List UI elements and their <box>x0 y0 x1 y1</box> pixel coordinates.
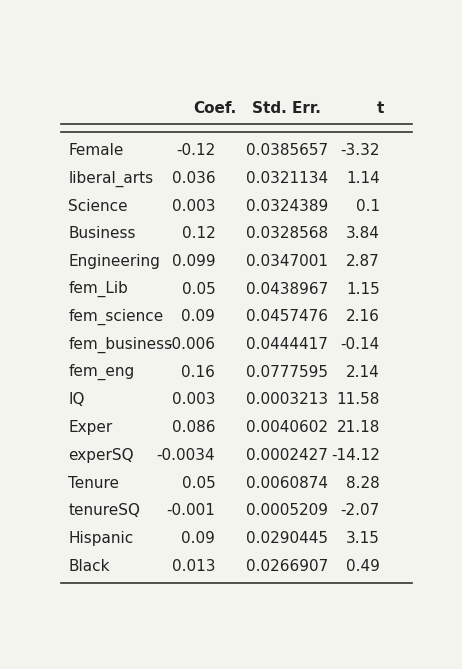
Text: tenureSQ: tenureSQ <box>68 503 140 518</box>
Text: 0.1: 0.1 <box>356 199 380 213</box>
Text: fem_Lib: fem_Lib <box>68 281 128 297</box>
Text: Coef.: Coef. <box>194 101 237 116</box>
Text: 2.16: 2.16 <box>346 310 380 324</box>
Text: IQ: IQ <box>68 393 85 407</box>
Text: 0.0005209: 0.0005209 <box>246 503 328 518</box>
Text: -2.07: -2.07 <box>341 503 380 518</box>
Text: Exper: Exper <box>68 420 113 435</box>
Text: 0.0003213: 0.0003213 <box>246 393 328 407</box>
Text: Business: Business <box>68 226 136 242</box>
Text: 11.58: 11.58 <box>337 393 380 407</box>
Text: -3.32: -3.32 <box>340 143 380 159</box>
Text: 0.05: 0.05 <box>182 476 215 490</box>
Text: 1.15: 1.15 <box>346 282 380 297</box>
Text: 3.84: 3.84 <box>346 226 380 242</box>
Text: 0.0777595: 0.0777595 <box>246 365 328 380</box>
Text: 0.0324389: 0.0324389 <box>246 199 328 213</box>
Text: 0.12: 0.12 <box>182 226 215 242</box>
Text: 0.16: 0.16 <box>182 365 215 380</box>
Text: 0.0457476: 0.0457476 <box>246 310 328 324</box>
Text: 0.0438967: 0.0438967 <box>246 282 328 297</box>
Text: 0.003: 0.003 <box>172 199 215 213</box>
Text: -0.0034: -0.0034 <box>157 448 215 463</box>
Text: 8.28: 8.28 <box>346 476 380 490</box>
Text: Tenure: Tenure <box>68 476 120 490</box>
Text: 0.05: 0.05 <box>182 282 215 297</box>
Text: 21.18: 21.18 <box>337 420 380 435</box>
Text: fem_business: fem_business <box>68 337 173 353</box>
Text: experSQ: experSQ <box>68 448 134 463</box>
Text: 0.0060874: 0.0060874 <box>246 476 328 490</box>
Text: 0.099: 0.099 <box>172 254 215 269</box>
Text: -0.001: -0.001 <box>166 503 215 518</box>
Text: 0.0002427: 0.0002427 <box>246 448 328 463</box>
Text: Std. Err.: Std. Err. <box>252 101 322 116</box>
Text: 0.0321134: 0.0321134 <box>246 171 328 186</box>
Text: 2.87: 2.87 <box>346 254 380 269</box>
Text: 0.003: 0.003 <box>172 393 215 407</box>
Text: 0.09: 0.09 <box>182 310 215 324</box>
Text: 0.0266907: 0.0266907 <box>246 559 328 573</box>
Text: Engineering: Engineering <box>68 254 160 269</box>
Text: 0.0347001: 0.0347001 <box>246 254 328 269</box>
Text: Black: Black <box>68 559 110 573</box>
Text: fem_eng: fem_eng <box>68 364 135 381</box>
Text: -0.14: -0.14 <box>341 337 380 352</box>
Text: 3.15: 3.15 <box>346 531 380 546</box>
Text: 0.036: 0.036 <box>172 171 215 186</box>
Text: 0.0444417: 0.0444417 <box>246 337 328 352</box>
Text: -14.12: -14.12 <box>331 448 380 463</box>
Text: Science: Science <box>68 199 128 213</box>
Text: t: t <box>377 101 383 116</box>
Text: 0.09: 0.09 <box>182 531 215 546</box>
Text: 0.013: 0.013 <box>172 559 215 573</box>
Text: 0.0290445: 0.0290445 <box>246 531 328 546</box>
Text: 0.49: 0.49 <box>346 559 380 573</box>
Text: liberal_arts: liberal_arts <box>68 171 154 187</box>
Text: Hispanic: Hispanic <box>68 531 134 546</box>
Text: 1.14: 1.14 <box>346 171 380 186</box>
Text: -0.12: -0.12 <box>176 143 215 159</box>
Text: 0.0328568: 0.0328568 <box>246 226 328 242</box>
Text: 2.14: 2.14 <box>346 365 380 380</box>
Text: 0.0040602: 0.0040602 <box>246 420 328 435</box>
Text: -0.006: -0.006 <box>166 337 215 352</box>
Text: fem_science: fem_science <box>68 309 164 325</box>
Text: 0.086: 0.086 <box>172 420 215 435</box>
Text: Female: Female <box>68 143 124 159</box>
Text: 0.0385657: 0.0385657 <box>246 143 328 159</box>
